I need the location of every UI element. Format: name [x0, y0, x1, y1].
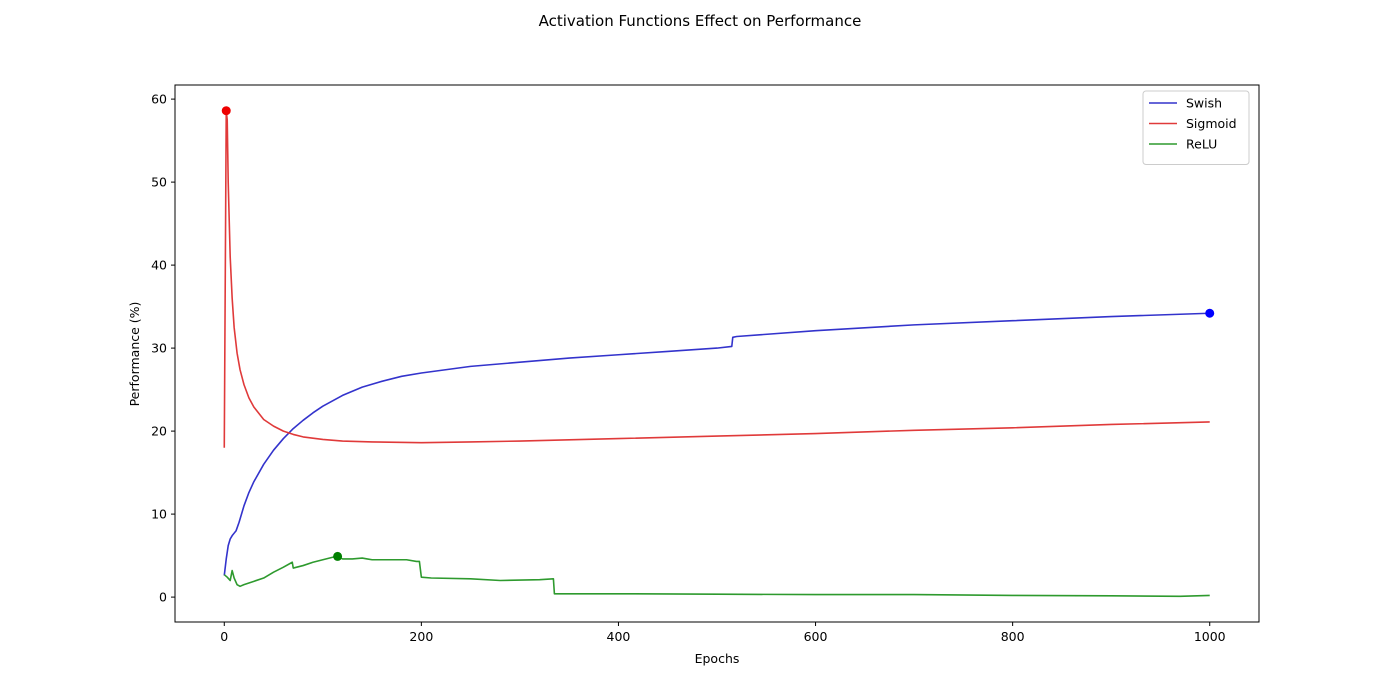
series-line-1 [223, 109, 1210, 448]
y-tick-label-1: 10 [151, 507, 167, 522]
series-marker-0 [1205, 308, 1215, 318]
series-marker-1 [221, 106, 231, 116]
y-axis-label: Performance (%) [127, 302, 142, 407]
series-line-2 [223, 555, 1210, 598]
series-line-0 [223, 312, 1210, 576]
y-tick-label-2: 20 [151, 424, 167, 439]
x-tick-label-3: 600 [804, 629, 828, 644]
y-tick-label-0: 0 [159, 590, 167, 605]
y-tick-label-4: 40 [151, 258, 167, 273]
x-tick-label-5: 1000 [1194, 629, 1226, 644]
legend-label-2: ReLU [1186, 137, 1217, 152]
y-tick-label-6: 60 [151, 92, 167, 107]
series-marker-2 [333, 551, 343, 561]
plot-background [175, 85, 1259, 622]
x-tick-label-0: 0 [220, 629, 228, 644]
legend-label-1: Sigmoid [1186, 116, 1237, 131]
y-tick-label-5: 50 [151, 175, 167, 190]
x-tick-label-1: 200 [409, 629, 433, 644]
legend-box [1142, 90, 1250, 165]
legend: Swish Sigmoid ReLU [1142, 90, 1250, 165]
x-axis-label: Epochs [695, 651, 740, 666]
axes-layer: 0 200 400 600 800 1000 0 10 20 30 40 50 60 [151, 84, 1260, 644]
series-layer [221, 106, 1215, 598]
x-tick-label-4: 800 [1001, 629, 1025, 644]
chart-title: Activation Functions Effect on Performan… [539, 12, 862, 30]
axes-frame [174, 84, 1260, 623]
y-tick-label-3: 30 [151, 341, 167, 356]
legend-label-0: Swish [1186, 96, 1222, 111]
x-tick-label-2: 400 [607, 629, 631, 644]
plot-area [175, 85, 1259, 622]
